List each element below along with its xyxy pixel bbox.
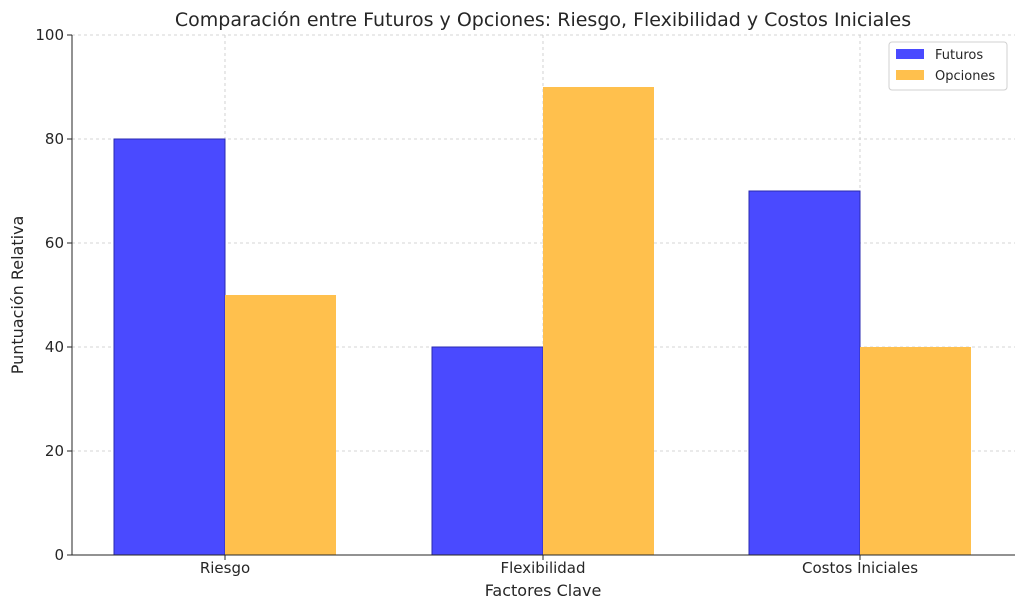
y-ticks: 0 20 40 60 80 100 [35,26,72,564]
legend-swatch-futuros [896,49,924,59]
bar-futuros-costos-iniciales [748,190,861,556]
x-axis-label: Factores Clave [485,581,602,600]
y-tick-label: 100 [35,26,64,44]
x-ticks: Riesgo Flexibilidad Costos Iniciales [200,555,918,577]
bar-opciones-flexibilidad [543,87,654,555]
y-tick-label: 40 [45,338,64,356]
chart-title: Comparación entre Futuros y Opciones: Ri… [175,9,911,31]
bar-opciones-riesgo [225,295,336,555]
y-tick-label: 0 [54,546,64,564]
legend-swatch-opciones [896,70,924,80]
y-axis-label: Puntuación Relativa [8,216,27,375]
legend-label-opciones: Opciones [935,69,995,84]
y-tick-label: 20 [45,442,64,460]
legend-label-futuros: Futuros [935,48,983,63]
x-tick-label: Flexibilidad [500,559,585,577]
y-tick-label: 60 [45,234,64,252]
legend: Futuros Opciones [888,41,1008,91]
bar-opciones-costos-iniciales [860,347,971,555]
bar-futuros-flexibilidad [431,346,544,556]
y-tick-label: 80 [45,130,64,148]
x-tick-label: Costos Iniciales [802,559,918,577]
x-tick-label: Riesgo [200,559,250,577]
bars [113,87,971,556]
bar-futuros-riesgo [113,138,226,556]
